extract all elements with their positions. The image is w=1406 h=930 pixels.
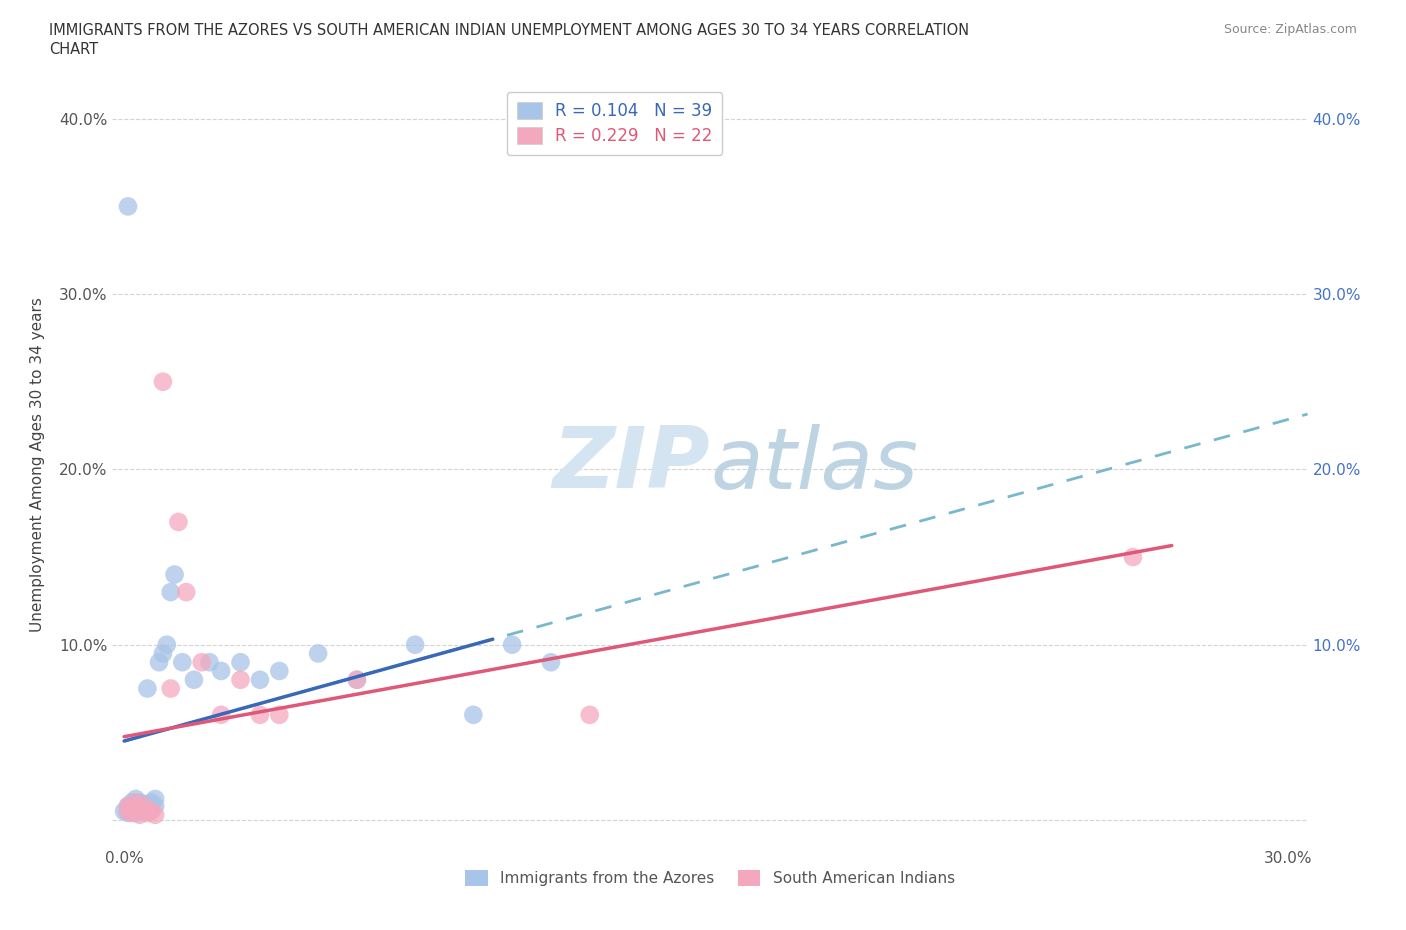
Point (190, 655, 212, 670)
Legend: Immigrants from the Azores, South American Indians: Immigrants from the Azores, South Americ… (460, 864, 960, 892)
Point (174, 585, 197, 600)
Point (156, 637, 179, 652)
Point (136, 805, 159, 820)
Point (141, 795, 163, 810)
Point (307, 646, 329, 661)
Point (209, 663, 232, 678)
Point (198, 655, 221, 670)
Point (117, 799, 139, 814)
Point (404, 637, 426, 652)
Point (125, 802, 148, 817)
Point (141, 802, 163, 817)
Point (117, 199, 139, 214)
Text: CHART: CHART (49, 42, 98, 57)
Point (128, 795, 150, 810)
Point (132, 799, 155, 814)
Point (229, 672, 252, 687)
Point (125, 791, 148, 806)
Point (229, 655, 252, 670)
Point (540, 655, 562, 670)
Point (121, 801, 143, 816)
Point (117, 799, 139, 814)
Point (172, 655, 194, 670)
Point (346, 672, 368, 687)
Point (143, 807, 166, 822)
Point (578, 708, 600, 723)
Text: atlas: atlas (710, 423, 918, 507)
Point (125, 799, 148, 814)
Point (346, 672, 368, 687)
Text: IMMIGRANTS FROM THE AZORES VS SOUTH AMERICAN INDIAN UNEMPLOYMENT AMONG AGES 30 T: IMMIGRANTS FROM THE AZORES VS SOUTH AMER… (49, 23, 969, 38)
Point (249, 708, 271, 723)
Point (112, 804, 135, 818)
Point (183, 672, 205, 687)
Point (463, 708, 485, 723)
Point (501, 637, 523, 652)
Point (159, 681, 181, 696)
Point (125, 795, 148, 810)
Point (269, 708, 291, 723)
Point (249, 672, 271, 687)
Point (136, 681, 159, 696)
Point (136, 799, 159, 814)
Y-axis label: Unemployment Among Ages 30 to 34 years: Unemployment Among Ages 30 to 34 years (31, 298, 45, 632)
Text: Source: ZipAtlas.com: Source: ZipAtlas.com (1223, 23, 1357, 36)
Point (159, 585, 181, 600)
Point (121, 795, 143, 810)
Point (1122, 550, 1144, 565)
Point (152, 646, 174, 661)
Point (143, 791, 166, 806)
Point (132, 804, 155, 818)
Point (163, 567, 186, 582)
Point (269, 663, 291, 678)
Point (121, 805, 143, 820)
Point (152, 374, 174, 389)
Point (125, 805, 148, 820)
Point (128, 802, 150, 817)
Point (132, 797, 155, 812)
Point (117, 805, 139, 820)
Point (128, 807, 150, 822)
Point (143, 799, 166, 814)
Point (148, 655, 170, 670)
Point (167, 514, 190, 529)
Point (209, 708, 232, 723)
Point (121, 804, 143, 818)
Point (117, 802, 139, 817)
Point (117, 804, 139, 818)
Text: ZIP: ZIP (553, 423, 710, 507)
Point (141, 804, 163, 818)
